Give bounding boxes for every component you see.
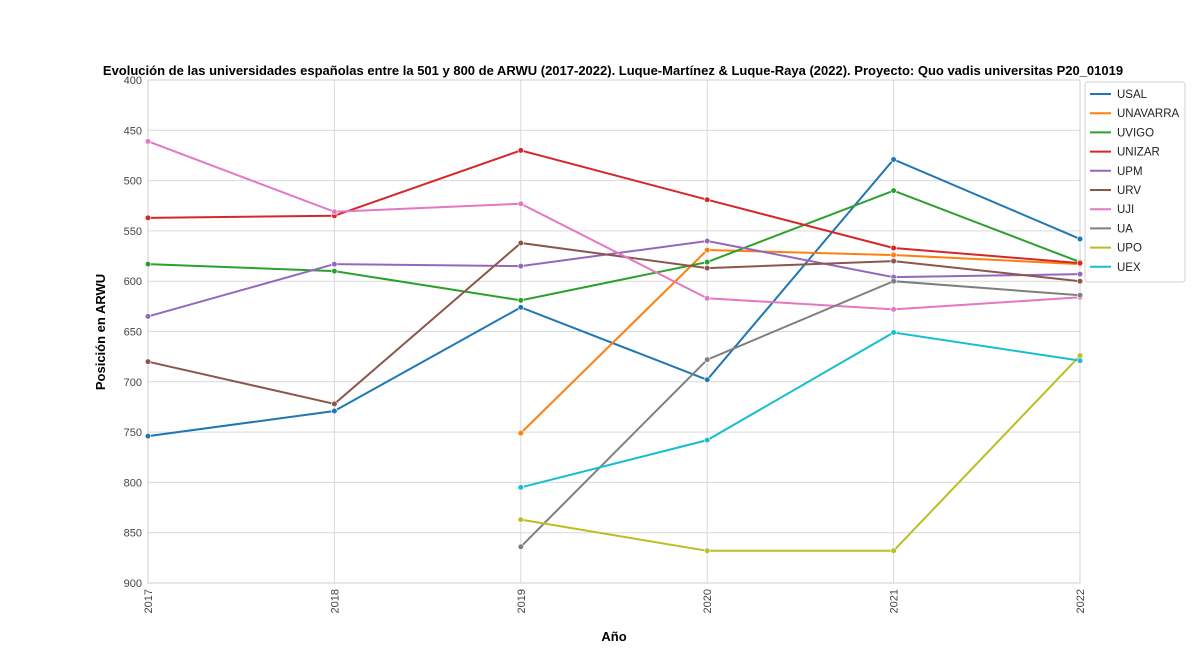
data-point-unavarra bbox=[517, 430, 524, 437]
legend-label: UVIGO bbox=[1117, 127, 1154, 139]
y-tick-label: 900 bbox=[124, 578, 142, 590]
legend-label: URV bbox=[1117, 185, 1141, 197]
series-line-uvigo bbox=[147, 189, 1081, 302]
legend: USAL UNAVARRA UVIGO UNIZAR UPM URV UJI UA UPO UEX bbox=[1084, 81, 1186, 283]
data-point-unavarra bbox=[704, 246, 711, 254]
data-point-ua bbox=[517, 543, 524, 550]
data-point-usal bbox=[1076, 235, 1084, 243]
series-line-usal bbox=[147, 158, 1081, 438]
data-point-usal bbox=[517, 304, 524, 311]
data-point-uji bbox=[144, 138, 152, 145]
series-line-upo bbox=[520, 354, 1081, 552]
series-line-uji bbox=[147, 140, 1081, 311]
data-point-uji bbox=[517, 200, 524, 207]
x-axis-label: Año bbox=[601, 629, 626, 644]
series-line-unavarra bbox=[520, 249, 1081, 434]
y-tick-label: 700 bbox=[124, 377, 142, 389]
data-point-urv bbox=[704, 265, 711, 272]
data-point-upm bbox=[517, 263, 524, 270]
legend-label: UEX bbox=[1117, 262, 1141, 274]
data-point-upm bbox=[144, 313, 152, 320]
data-point-upo bbox=[517, 516, 524, 523]
legend-label: USAL bbox=[1117, 89, 1148, 101]
y-tick-label: 550 bbox=[124, 226, 142, 238]
grid bbox=[147, 79, 1081, 584]
x-tick-label: 2022 bbox=[1075, 589, 1087, 613]
data-point-upm bbox=[704, 237, 711, 245]
series-line-ua bbox=[520, 280, 1081, 548]
legend-label: UA bbox=[1117, 223, 1133, 235]
data-point-uex bbox=[704, 437, 711, 444]
data-point-unavarra bbox=[890, 251, 897, 259]
data-point-upo bbox=[890, 547, 897, 554]
data-point-urv bbox=[890, 257, 897, 265]
data-point-urv bbox=[144, 358, 152, 365]
data-point-uji bbox=[704, 295, 711, 302]
y-tick-label: 600 bbox=[124, 276, 142, 288]
data-point-unizar bbox=[704, 196, 711, 203]
plot-frame bbox=[147, 79, 1081, 584]
series-line-urv bbox=[147, 241, 1081, 406]
data-point-ua bbox=[890, 278, 897, 285]
legend-label: UPM bbox=[1117, 166, 1143, 178]
x-tick-label: 2021 bbox=[889, 589, 901, 613]
x-tick-label: 2018 bbox=[329, 589, 341, 613]
data-point-upm bbox=[331, 260, 338, 268]
series-lines bbox=[144, 138, 1084, 554]
data-point-uex bbox=[1076, 357, 1084, 364]
data-point-usal bbox=[331, 407, 338, 415]
y-tick-label: 450 bbox=[124, 125, 142, 137]
data-point-usal bbox=[890, 156, 897, 163]
data-point-uvigo bbox=[331, 268, 338, 275]
legend-label: UNIZAR bbox=[1117, 147, 1160, 159]
y-tick-label: 400 bbox=[124, 75, 142, 87]
data-point-upm bbox=[1076, 271, 1084, 278]
y-tick-label: 800 bbox=[124, 477, 142, 489]
series-line-uex bbox=[520, 331, 1081, 489]
x-tick-label: 2017 bbox=[143, 589, 155, 613]
legend-label: UJI bbox=[1117, 204, 1134, 216]
series-line-upm bbox=[147, 239, 1081, 318]
data-point-upo bbox=[704, 547, 711, 554]
data-point-usal bbox=[144, 433, 152, 440]
legend-label: UPO bbox=[1117, 243, 1142, 255]
data-point-uji bbox=[331, 208, 338, 215]
y-tick-label: 500 bbox=[124, 176, 142, 188]
data-point-uvigo bbox=[517, 297, 524, 304]
legend-label: UNAVARRA bbox=[1117, 108, 1180, 120]
data-point-ua bbox=[1076, 292, 1084, 299]
data-point-ua bbox=[704, 356, 711, 363]
data-point-uji bbox=[890, 306, 897, 313]
data-point-unizar bbox=[144, 214, 152, 221]
data-point-uex bbox=[890, 329, 897, 336]
y-tick-label: 850 bbox=[124, 528, 142, 540]
data-point-unizar bbox=[517, 147, 524, 154]
data-point-urv bbox=[331, 400, 338, 408]
data-point-usal bbox=[704, 376, 711, 383]
data-point-uvigo bbox=[144, 260, 152, 268]
y-tick-label: 650 bbox=[124, 327, 142, 339]
data-point-unizar bbox=[1076, 259, 1084, 267]
chart-title: Evolución de las universidades españolas… bbox=[103, 63, 1123, 78]
data-point-uex bbox=[517, 484, 524, 491]
y-axis-label: Posición en ARWU bbox=[93, 274, 108, 390]
x-tick-label: 2019 bbox=[516, 589, 528, 613]
data-point-urv bbox=[1076, 278, 1084, 285]
data-point-urv bbox=[517, 239, 524, 247]
series-line-unizar bbox=[147, 149, 1081, 265]
data-point-unizar bbox=[890, 244, 897, 252]
data-point-uvigo bbox=[890, 187, 897, 194]
x-tick-label: 2020 bbox=[702, 589, 714, 613]
y-tick-label: 750 bbox=[124, 427, 142, 439]
data-point-uvigo bbox=[704, 258, 711, 266]
